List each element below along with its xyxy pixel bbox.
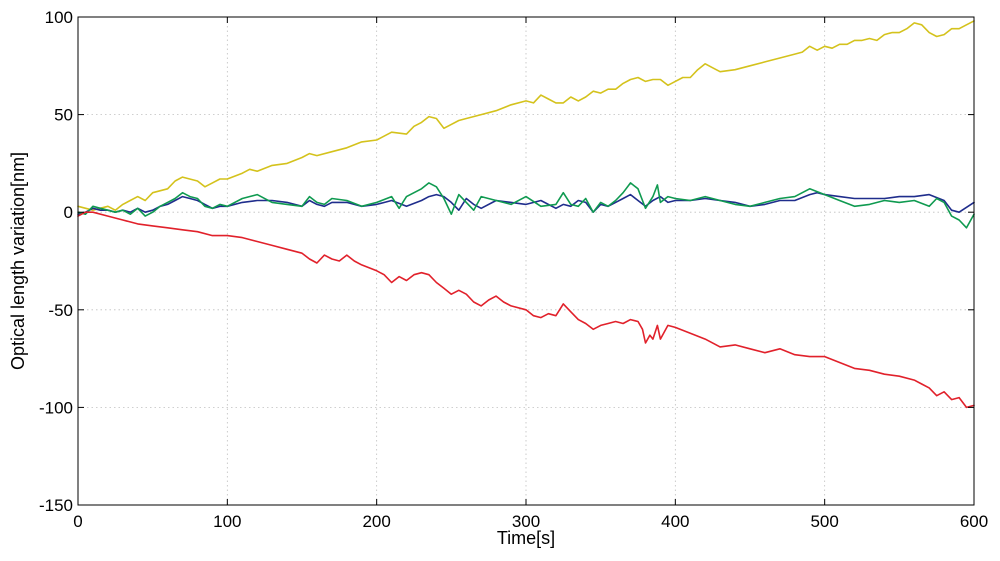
x-tick-label: 500: [810, 512, 838, 531]
x-axis-label: Time[s]: [497, 528, 555, 548]
x-tick-label: 0: [73, 512, 82, 531]
y-tick-label: 50: [54, 106, 73, 125]
x-tick-label: 200: [362, 512, 390, 531]
series-line-4: [77, 211, 975, 409]
series-line-2: [77, 191, 975, 215]
y-tick-label: 100: [45, 8, 73, 27]
x-tick-label: 600: [960, 512, 988, 531]
y-tick-label: 0: [64, 203, 73, 222]
axis-ticks: 0 100 200 300 400 500 600 -150 -100 -50 0 50 100: [39, 8, 988, 531]
series-line-1: [77, 20, 975, 211]
series-lines: [77, 20, 975, 409]
y-tick-label: -100: [39, 398, 73, 417]
y-tick-label: -50: [48, 301, 73, 320]
x-tick-label: 100: [213, 512, 241, 531]
y-axis-label: Optical length variation[nm]: [8, 152, 28, 370]
y-tick-label: -150: [39, 496, 73, 515]
x-tick-label: 300: [512, 512, 540, 531]
series-line-3: [77, 182, 975, 229]
x-tick-label: 400: [661, 512, 689, 531]
grid-lines: [78, 17, 974, 505]
